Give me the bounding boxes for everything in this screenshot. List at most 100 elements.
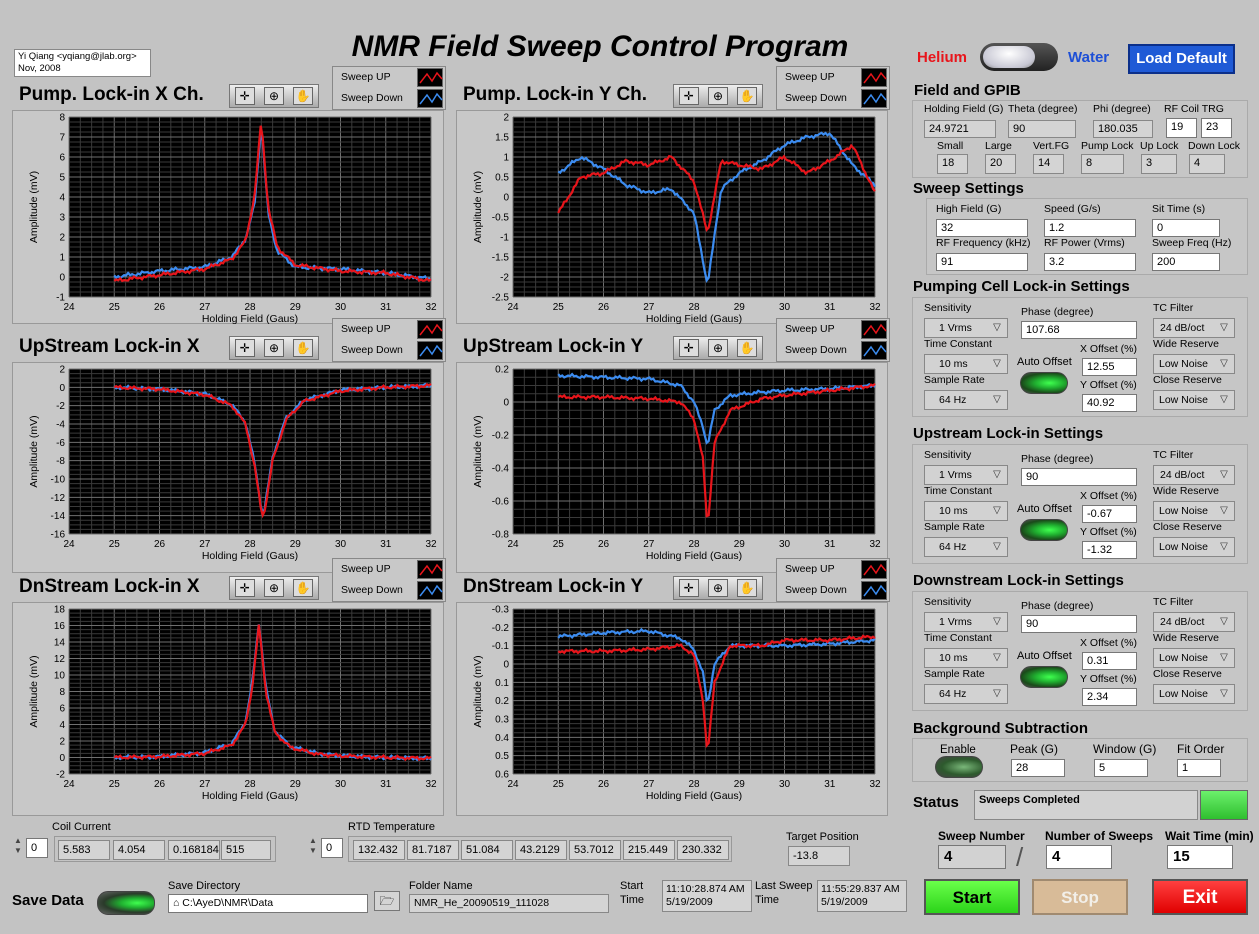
time-constant-dropdown[interactable]: 10 ms ▽ <box>924 648 1008 668</box>
cursor-icon[interactable]: ✛ <box>234 579 255 597</box>
sweep-freq-field[interactable]: 200 <box>1152 253 1220 271</box>
plot-legend[interactable]: Sweep UP Sweep Down <box>776 558 890 602</box>
sample-rate-dropdown[interactable]: 64 Hz ▽ <box>924 684 1008 704</box>
legend-up-swatch[interactable] <box>861 560 887 579</box>
cursor-icon[interactable]: ✛ <box>678 339 699 357</box>
close-reserve-dropdown[interactable]: Low Noise ▽ <box>1153 390 1235 410</box>
phase-field[interactable]: 90 <box>1021 615 1137 633</box>
zoom-icon[interactable]: ⊕ <box>707 579 728 597</box>
number-of-sweeps-field[interactable]: 4 <box>1046 845 1112 869</box>
pan-hand-icon[interactable]: ✋ <box>737 579 758 597</box>
cursor-icon[interactable]: ✛ <box>234 339 255 357</box>
sensitivity-dropdown[interactable]: 1 Vrms ▽ <box>924 612 1008 632</box>
tc-filter-dropdown[interactable]: 24 dB/oct ▽ <box>1153 465 1235 485</box>
wait-time-field[interactable]: 15 <box>1167 845 1233 869</box>
time-constant-dropdown[interactable]: 10 ms ▽ <box>924 501 1008 521</box>
sample-rate-dropdown[interactable]: 64 Hz ▽ <box>924 390 1008 410</box>
plot-legend[interactable]: Sweep UP Sweep Down <box>332 66 446 110</box>
legend-down-swatch[interactable] <box>861 341 887 360</box>
save-directory-field[interactable]: ⌂ C:\AyeD\NMR\Data <box>168 894 368 913</box>
coil-index-field[interactable]: 0 <box>26 838 48 858</box>
time-constant-dropdown[interactable]: 10 ms ▽ <box>924 354 1008 374</box>
close-reserve-dropdown[interactable]: Low Noise ▽ <box>1153 684 1235 704</box>
waveform-graph[interactable]: 24 25 26 27 28 29 30 31 32 -2 0 2 4 6 8 10 12 14 16 18 Holdi… <box>12 602 444 816</box>
x-offset-field[interactable]: 12.55 <box>1082 358 1137 376</box>
small-value[interactable]: 18 <box>937 154 968 174</box>
y-offset-field[interactable]: -1.32 <box>1082 541 1137 559</box>
rf-coil-trg-2[interactable]: 23 <box>1201 118 1232 138</box>
zoom-icon[interactable]: ⊕ <box>263 339 284 357</box>
pan-hand-icon[interactable]: ✋ <box>737 339 758 357</box>
sensitivity-dropdown[interactable]: 1 Vrms ▽ <box>924 318 1008 338</box>
exit-button[interactable]: Exit <box>1152 879 1248 915</box>
pan-hand-icon[interactable]: ✋ <box>293 579 314 597</box>
pan-hand-icon[interactable]: ✋ <box>293 339 314 357</box>
waveform-graph[interactable]: 24 25 26 27 28 29 30 31 32 -2.5 -2 -1.5 -1 -0.5 0 0.5 1 1… <box>456 110 888 325</box>
tc-filter-dropdown[interactable]: 24 dB/oct ▽ <box>1153 612 1235 632</box>
legend-down-swatch[interactable] <box>417 341 443 360</box>
phase-field[interactable]: 90 <box>1021 468 1137 486</box>
wide-reserve-dropdown[interactable]: Low Noise ▽ <box>1153 648 1235 668</box>
legend-down-swatch[interactable] <box>417 89 443 108</box>
sit-time-field[interactable]: 0 <box>1152 219 1220 237</box>
coil-index-spinner[interactable]: ▲ ▼ <box>14 836 22 855</box>
zoom-icon[interactable]: ⊕ <box>263 579 284 597</box>
auto-offset-button[interactable] <box>1020 666 1068 688</box>
cursor-icon[interactable]: ✛ <box>678 87 699 105</box>
legend-up-swatch[interactable] <box>417 68 443 87</box>
legend-up-swatch[interactable] <box>417 560 443 579</box>
wide-reserve-dropdown[interactable]: Low Noise ▽ <box>1153 354 1235 374</box>
x-offset-field[interactable]: 0.31 <box>1082 652 1137 670</box>
legend-up-swatch[interactable] <box>417 320 443 339</box>
plot-legend[interactable]: Sweep UP Sweep Down <box>776 318 890 362</box>
downlock-value[interactable]: 4 <box>1189 154 1225 174</box>
mode-toggle[interactable] <box>980 43 1058 71</box>
tc-filter-dropdown[interactable]: 24 dB/oct ▽ <box>1153 318 1235 338</box>
speed-field[interactable]: 1.2 <box>1044 219 1136 237</box>
load-default-button[interactable]: Load Default <box>1128 44 1235 74</box>
plot-legend[interactable]: Sweep UP Sweep Down <box>776 66 890 110</box>
waveform-graph[interactable]: 24 25 26 27 28 29 30 31 32 -16 -14 -12 -10 -8 -6 -4 -2 0 2… <box>12 362 444 573</box>
wide-reserve-dropdown[interactable]: Low Noise ▽ <box>1153 501 1235 521</box>
pan-hand-icon[interactable]: ✋ <box>737 87 758 105</box>
start-button[interactable]: Start <box>924 879 1020 915</box>
waveform-graph[interactable]: 24 25 26 27 28 29 30 31 32 -0.8 -0.6 -0.4 -0.2 0 0.2 Ho… <box>456 362 888 573</box>
save-data-toggle[interactable] <box>97 891 155 915</box>
y-offset-field[interactable]: 40.92 <box>1082 394 1137 412</box>
close-reserve-dropdown[interactable]: Low Noise ▽ <box>1153 537 1235 557</box>
legend-up-swatch[interactable] <box>861 320 887 339</box>
cursor-icon[interactable]: ✛ <box>234 87 255 105</box>
rtd-index-spinner[interactable]: ▲ ▼ <box>309 836 317 855</box>
x-offset-field[interactable]: -0.67 <box>1082 505 1137 523</box>
legend-down-swatch[interactable] <box>861 89 887 108</box>
enable-toggle[interactable] <box>935 756 983 778</box>
rf-coil-trg-1[interactable]: 19 <box>1166 118 1197 138</box>
high-field-field[interactable]: 32 <box>936 219 1028 237</box>
pumplock-value[interactable]: 8 <box>1081 154 1124 174</box>
auto-offset-button[interactable] <box>1020 519 1068 541</box>
zoom-icon[interactable]: ⊕ <box>707 339 728 357</box>
waveform-graph[interactable]: 24 25 26 27 28 29 30 31 32 -0.3 -0.2 -0.1 0 0.1 0.2 0.3… <box>456 602 888 816</box>
zoom-icon[interactable]: ⊕ <box>263 87 284 105</box>
rf-freq-field[interactable]: 91 <box>936 253 1028 271</box>
zoom-icon[interactable]: ⊕ <box>707 87 728 105</box>
window-field[interactable]: 5 <box>1094 759 1148 777</box>
sensitivity-dropdown[interactable]: 1 Vrms ▽ <box>924 465 1008 485</box>
cursor-icon[interactable]: ✛ <box>678 579 699 597</box>
sample-rate-dropdown[interactable]: 64 Hz ▽ <box>924 537 1008 557</box>
pan-hand-icon[interactable]: ✋ <box>293 87 314 105</box>
legend-down-swatch[interactable] <box>861 581 887 600</box>
legend-down-swatch[interactable] <box>417 581 443 600</box>
legend-up-swatch[interactable] <box>861 68 887 87</box>
y-offset-field[interactable]: 2.34 <box>1082 688 1137 706</box>
stop-button[interactable]: Stop <box>1032 879 1128 915</box>
fit-order-field[interactable]: 1 <box>1177 759 1221 777</box>
plot-legend[interactable]: Sweep UP Sweep Down <box>332 318 446 362</box>
auto-offset-button[interactable] <box>1020 372 1068 394</box>
plot-legend[interactable]: Sweep UP Sweep Down <box>332 558 446 602</box>
rtd-index-field[interactable]: 0 <box>321 838 343 858</box>
phase-field[interactable]: 107.68 <box>1021 321 1137 339</box>
uplock-value[interactable]: 3 <box>1141 154 1177 174</box>
waveform-graph[interactable]: 24 25 26 27 28 29 30 31 32 -1 0 1 2 3 4 5 6 7 8 Holding Fie… <box>12 110 444 325</box>
vertfg-value[interactable]: 14 <box>1033 154 1064 174</box>
